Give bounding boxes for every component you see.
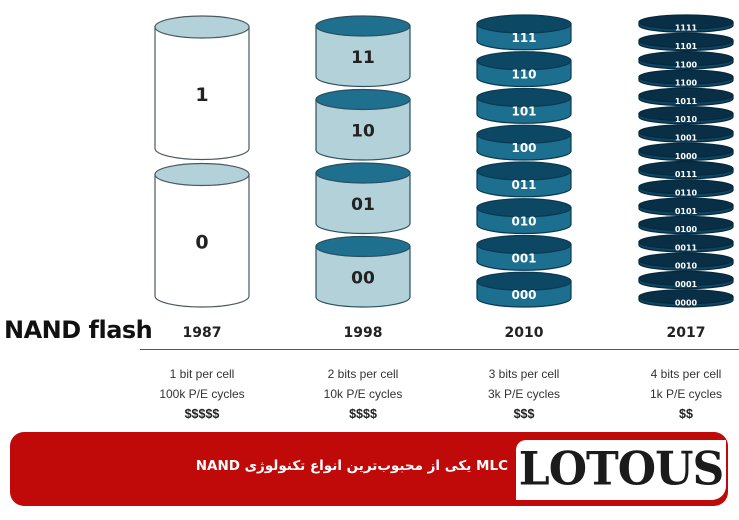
pe-cycles: 3k P/E cycles: [487, 387, 561, 401]
diagram-title: NAND flash: [4, 316, 153, 344]
bits-per-cell: 1 bit per cell: [169, 367, 235, 381]
cost-indicator: $$$$$: [184, 407, 220, 421]
cell-2017-cap-3: [638, 69, 734, 85]
cell-2017-cap-2: [638, 51, 734, 67]
cell-1998-cap-1: [315, 88, 411, 111]
cell-2017-state-label: 1000: [675, 152, 698, 161]
cell-2010-cap-7: [476, 271, 572, 291]
divider-line: [140, 349, 739, 350]
cell-1998-body-1: [315, 98, 411, 161]
cell-1998-cap-3: [315, 235, 411, 258]
cell-2017-state-label: 0001: [675, 280, 698, 289]
cell-2010-cap-6: [476, 234, 572, 255]
banner-caption: MLC یکی از محبوب‌ترین انواع تکنولوژی NAN…: [195, 458, 508, 474]
cell-1998-cap-2: [315, 162, 411, 184]
cell-2017-state-label: 0010: [675, 262, 698, 271]
cell-2010-state-label: 111: [511, 31, 536, 45]
cell-2017-cap-0: [638, 14, 734, 30]
cell-2017-cap-13: [638, 252, 734, 268]
cell-1998-state-label: 01: [351, 195, 375, 215]
cost-indicator: $$$$: [349, 407, 377, 421]
cell-2017-state-label: 0111: [675, 170, 698, 179]
cell-1987-body-1: [154, 173, 250, 308]
cell-2017-cap-8: [638, 160, 734, 177]
cell-1987-cap-0: [154, 15, 250, 39]
spec-column-1987: 1 bit per cell 100k P/E cycles $$$$$: [137, 364, 267, 424]
cell-2010-state-label: 101: [511, 104, 536, 118]
cell-2017-cap-7: [638, 142, 734, 158]
cell-2017-state-label: 0000: [675, 298, 698, 307]
cell-2017-cap-9: [638, 179, 734, 195]
cost-indicator: $$$: [513, 407, 535, 421]
cell-2010-cap-1: [476, 51, 572, 71]
cell-2017-state-label: 1101: [675, 42, 698, 51]
cell-1998-state-label: 00: [351, 269, 375, 289]
cell-2017-state-label: 1100: [675, 79, 698, 88]
cell-2010-state-label: 110: [511, 68, 536, 82]
cell-2010-state-label: 001: [511, 251, 536, 265]
cell-2017-state-label: 1111: [675, 24, 698, 33]
cell-2010-cap-4: [476, 161, 572, 181]
cell-2017-cap-14: [638, 270, 734, 286]
cell-1987-cap-1: [154, 162, 250, 187]
spec-column-2017: 4 bits per cell 1k P/E cycles $$: [621, 364, 739, 424]
spec-column-2010: 3 bits per cell 3k P/E cycles $$$: [459, 364, 589, 424]
cell-2017-state-label: 1011: [675, 97, 698, 106]
cell-2010-state-label: 011: [511, 178, 536, 192]
cell-2017-state-label: 0100: [675, 225, 698, 234]
spec-column-1998: 2 bits per cell 10k P/E cycles $$$$: [298, 364, 428, 424]
cell-2017-state-label: 0101: [675, 207, 698, 216]
cell-1998-body-0: [315, 25, 411, 88]
cell-1998-state-label: 10: [351, 122, 375, 142]
cell-2017-cap-15: [638, 289, 734, 305]
cell-2010-state-label: 100: [511, 141, 536, 155]
bits-per-cell: 3 bits per cell: [488, 367, 560, 381]
cell-2017-state-label: 1001: [675, 134, 698, 143]
cell-1998-cap-0: [315, 15, 411, 37]
cell-1998-body-3: [315, 245, 411, 308]
year-label-2017: 2017: [666, 325, 706, 341]
cell-2017-state-label: 0011: [675, 243, 698, 252]
cell-2017-cap-12: [638, 234, 734, 250]
cell-1998-state-label: 11: [351, 48, 375, 68]
cell-2010-cap-2: [476, 87, 572, 108]
cell-2010-state-label: 010: [511, 215, 536, 229]
nand-cell-diagram: 1011100100111110101100011010001000111111…: [154, 14, 734, 308]
bits-per-cell: 2 bits per cell: [327, 367, 399, 381]
cell-2017-cap-5: [638, 105, 734, 122]
lotous-logo: LOTOUS: [516, 440, 726, 500]
cell-2017-cap-6: [638, 124, 734, 140]
cell-1987-body-0: [154, 26, 250, 161]
pe-cycles: 10k P/E cycles: [323, 387, 403, 401]
cell-2017-cap-11: [638, 215, 734, 232]
cell-2017-cap-4: [638, 87, 734, 103]
cell-1998-body-2: [315, 172, 411, 235]
cell-2017-state-label: 0110: [675, 188, 698, 197]
cell-2010-cap-5: [476, 198, 572, 218]
year-label-2010: 2010: [504, 325, 544, 341]
year-label-1987: 1987: [182, 325, 222, 341]
cell-2017-state-label: 1100: [675, 60, 698, 69]
cell-2017-state-label: 1010: [675, 115, 698, 124]
cell-2010-cap-0: [476, 14, 572, 34]
pe-cycles: 100k P/E cycles: [159, 387, 245, 401]
logo-wordmark: LOTOUS: [518, 442, 724, 497]
year-label-1998: 1998: [343, 325, 383, 341]
cell-2017-cap-1: [638, 32, 734, 48]
pe-cycles: 1k P/E cycles: [649, 387, 723, 401]
cell-1987-state-label: 0: [195, 232, 208, 254]
cell-2010-cap-3: [476, 124, 572, 144]
bits-per-cell: 4 bits per cell: [650, 367, 722, 381]
cell-2017-cap-10: [638, 197, 734, 213]
cost-indicator: $$: [679, 407, 693, 421]
cell-2010-state-label: 000: [511, 288, 536, 302]
cell-1987-state-label: 1: [195, 84, 208, 106]
